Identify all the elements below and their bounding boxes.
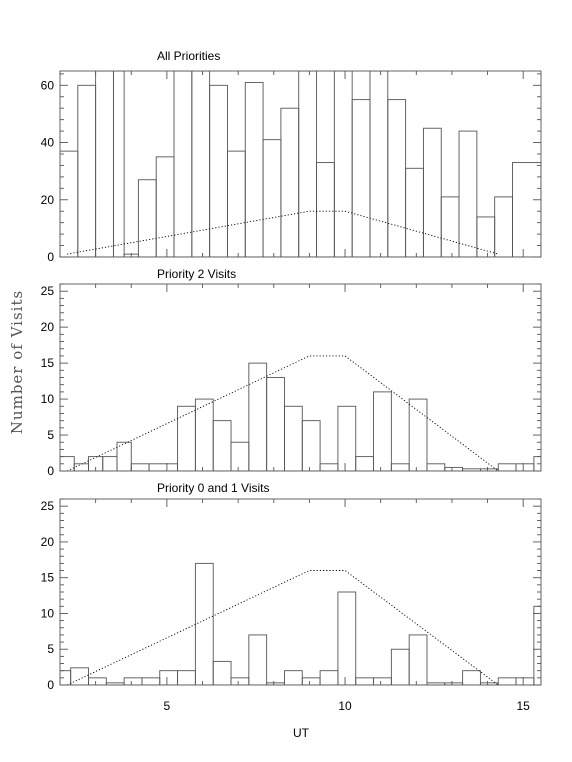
y-tick-label: 60 xyxy=(41,78,55,92)
panel-title-all-priorities: All Priorities xyxy=(157,49,220,63)
histogram-bin xyxy=(408,634,428,685)
x-tick-label: 5 xyxy=(164,699,171,713)
y-tick-label: 0 xyxy=(47,678,54,692)
y-tick-label: 20 xyxy=(41,535,55,549)
histogram-bin xyxy=(337,591,357,685)
y-tick-label: 10 xyxy=(41,392,55,406)
y-tick-label: 20 xyxy=(41,193,55,207)
histogram-bin xyxy=(112,71,125,257)
panel-title-priority-0-1: Priority 0 and 1 Visits xyxy=(157,481,270,495)
histogram-bin xyxy=(422,127,442,257)
histogram-bin xyxy=(373,391,392,471)
y-tick-label: 15 xyxy=(41,356,55,370)
y-tick-label: 25 xyxy=(41,499,55,513)
x-axis-label: UT xyxy=(293,726,310,740)
histogram-bin xyxy=(116,441,132,471)
y-tick-label: 5 xyxy=(47,642,54,656)
histogram-bin xyxy=(248,634,268,685)
y-tick-label: 25 xyxy=(41,284,55,298)
x-tick-label: 15 xyxy=(517,699,531,713)
y-axis-label: Number of Visits xyxy=(8,290,26,434)
y-tick-label: 20 xyxy=(41,320,55,334)
plot-frame xyxy=(59,70,542,258)
histogram-bin xyxy=(462,670,481,685)
panel-priority-2-visits: Priority 2 Visits 0 5 10 15 20 25 xyxy=(41,267,542,478)
y-tick-label: 5 xyxy=(47,428,54,442)
x-tick-label: 10 xyxy=(338,699,352,713)
dotted-reference-curve xyxy=(66,570,499,686)
histogram-bars xyxy=(60,71,541,257)
y-tick-label: 0 xyxy=(47,250,54,264)
y-tick-label: 10 xyxy=(41,606,55,620)
panel-title-priority-2: Priority 2 Visits xyxy=(157,267,236,281)
panel-priority-0-and-1-visits: Priority 0 and 1 Visits 5 10 15 0 5 10 15 20 25 xyxy=(41,481,542,713)
y-tick-label: 15 xyxy=(41,571,55,585)
histogram-bin xyxy=(212,660,232,685)
y-tick-label: 40 xyxy=(41,136,55,150)
histogram-bin xyxy=(408,398,428,471)
panel-all-priorities: All Priorities 0 20 40 60 xyxy=(41,49,542,264)
y-tick-label: 0 xyxy=(47,464,54,478)
